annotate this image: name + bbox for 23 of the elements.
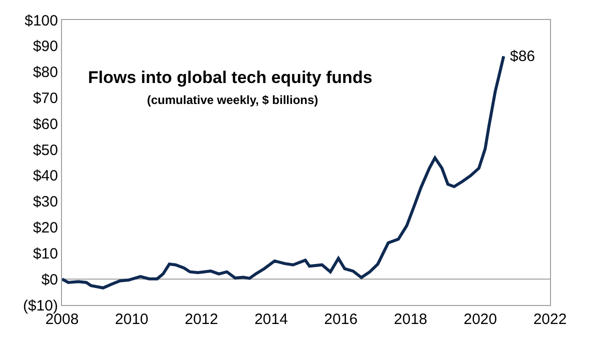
y-tick-label: $10 <box>32 245 58 262</box>
x-tick-label: 2010 <box>115 311 148 328</box>
y-tick-label: $80 <box>32 64 58 82</box>
y-tick-label: $0 <box>41 271 58 288</box>
y-tick-label: $30 <box>32 194 58 211</box>
x-tick-label: 2022 <box>533 311 567 328</box>
x-tick-label: 2020 <box>464 311 497 328</box>
y-tick-label: $60 <box>32 116 58 133</box>
y-tick-label: ($10) <box>22 297 58 314</box>
y-tick-label: $70 <box>32 90 58 107</box>
x-tick-label: 2016 <box>324 311 358 328</box>
text: Flows into global tech equity funds <box>88 68 372 87</box>
x-tick-label: 2018 <box>394 311 428 328</box>
y-tick-label: $40 <box>32 168 58 185</box>
y-tick-label: $100 <box>24 12 58 30</box>
text: (cumulative weekly, $ billions) <box>147 93 318 107</box>
y-tick-label: $50 <box>32 142 58 159</box>
x-tick-label: 2012 <box>184 311 218 328</box>
annotation: $86 <box>510 48 536 65</box>
y-tick-label: $20 <box>32 220 58 237</box>
y-tick-label: $90 <box>32 38 58 56</box>
line-series <box>62 54 506 290</box>
x-tick-label: 2014 <box>254 311 288 328</box>
